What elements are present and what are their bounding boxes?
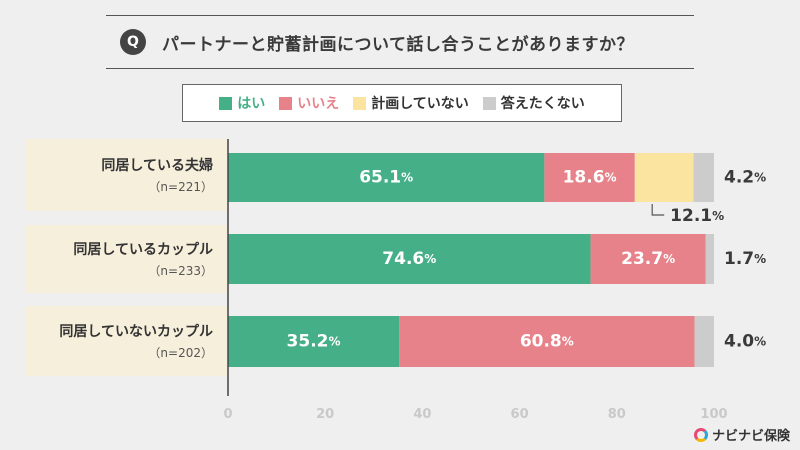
row-title: 同居していないカップル <box>59 324 213 340</box>
x-tick-label: 0 <box>223 407 232 422</box>
legend-swatch <box>482 96 496 110</box>
question-badge: Q <box>120 29 146 55</box>
x-tick-label: 80 <box>608 407 626 422</box>
legend-item-not-planning: 計画していない <box>353 93 469 113</box>
row-sample-size: （n=221） <box>148 180 213 194</box>
x-tick-label: 20 <box>316 407 334 422</box>
legend-label: 計画していない <box>371 96 469 112</box>
bar-segment-no <box>590 234 706 284</box>
row-label-not-cohabiting: 同居していないカップル （n=202） <box>26 306 227 376</box>
x-tick-label: 100 <box>700 407 727 422</box>
data-label: 12.1% <box>670 206 724 226</box>
row-title: 同居しているカップル <box>73 242 213 258</box>
legend-label: はい <box>237 96 266 112</box>
legend-item-no-answer: 答えたくない <box>482 93 585 113</box>
data-label: 60.8% <box>520 332 574 352</box>
legend-swatch <box>353 96 367 110</box>
brand-logo: ナビナビ保険 <box>693 425 790 444</box>
data-label: 65.1% <box>359 168 413 188</box>
brand-logo-icon <box>693 427 708 442</box>
question-title-bar: Q パートナーと貯蓄計画について話し合うことがありますか？ <box>106 15 694 69</box>
bar-segment-not-planning <box>634 153 694 202</box>
legend-item-no: いいえ <box>279 93 339 113</box>
data-label: 35.2% <box>287 332 341 352</box>
bar-segment-no <box>544 153 635 202</box>
bar-segment-no-answer <box>694 316 714 367</box>
brand-name: ナビナビ保険 <box>711 429 790 444</box>
bar-segment-no-answer <box>693 153 714 202</box>
row-title: 同居している夫婦 <box>101 158 213 174</box>
x-tick-label: 40 <box>413 407 431 422</box>
bar-segment-yes <box>228 316 400 367</box>
row-sample-size: （n=202） <box>148 346 213 360</box>
row-label-cohabiting: 同居しているカップル （n=233） <box>26 225 227 293</box>
question-title: パートナーと貯蓄計画について話し合うことがありますか？ <box>162 34 634 55</box>
data-label: 4.2% <box>724 168 766 188</box>
bar-segment-yes <box>228 234 591 284</box>
leader-line <box>651 204 665 216</box>
chart-legend: はい いいえ 計画していない 答えたくない <box>182 84 622 122</box>
data-label: 1.7% <box>724 249 766 269</box>
x-tick-label: 60 <box>511 407 529 422</box>
legend-swatch <box>219 96 233 110</box>
legend-label: いいえ <box>297 96 340 112</box>
legend-item-yes: はい <box>219 93 265 113</box>
row-label-married: 同居している夫婦 （n=221） <box>26 139 227 211</box>
bar-segment-no-answer <box>705 234 714 284</box>
bar-segment-no <box>399 316 695 367</box>
data-label: 23.7% <box>621 249 675 269</box>
row-sample-size: （n=233） <box>148 264 213 278</box>
data-label: 18.6% <box>563 168 617 188</box>
data-label: 74.6% <box>382 249 436 269</box>
data-label: 4.0% <box>724 332 766 352</box>
bar-segment-yes <box>228 153 545 202</box>
legend-label: 答えたくない <box>500 96 585 112</box>
legend-swatch <box>279 96 293 110</box>
